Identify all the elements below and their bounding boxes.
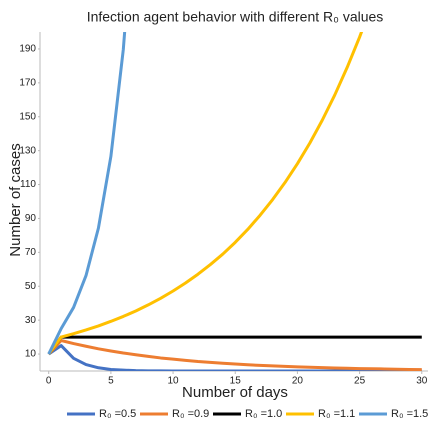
legend: R₀ =0.5 R₀ =0.9 R₀ =1.0 R₀ =1.1 R₀ =1.5 [67, 408, 428, 420]
legend-label: R₀ =1.5 [391, 408, 428, 420]
y-tick-label: 90 [25, 213, 37, 224]
y-tick-label: 170 [19, 77, 36, 88]
series-line [47, 32, 364, 355]
x-tick-label: 5 [108, 376, 114, 387]
legend-label: R₀ =1.0 [245, 408, 282, 420]
x-tick-label: 10 [168, 376, 180, 387]
x-tick-label: 15 [230, 376, 242, 387]
y-axis-label: Number of cases [7, 143, 24, 256]
y-tick-label: 10 [25, 349, 37, 360]
y-tick-label: 190 [19, 44, 36, 55]
series-line [47, 32, 127, 355]
y-tick-label: 130 [19, 145, 36, 156]
y-tick-label: 110 [20, 179, 36, 190]
x-axis-label: Number of days [182, 384, 288, 401]
x-tick-label: 0 [46, 376, 52, 387]
chart-title: Infection agent behavior with different … [87, 9, 384, 25]
legend-label: R₀ =0.5 [99, 408, 136, 420]
legend-label: R₀ =0.9 [172, 408, 209, 420]
y-tick-label: 50 [25, 281, 37, 292]
plot-area [47, 32, 422, 371]
x-tick-label: 20 [292, 376, 304, 387]
series-line [47, 344, 422, 371]
y-tick-label: 70 [25, 247, 37, 258]
series-line [47, 335, 422, 355]
y-tick-label: 150 [19, 111, 36, 122]
y-tick-label: 30 [25, 315, 37, 326]
series-line [47, 338, 422, 371]
legend-label: R₀ =1.1 [318, 408, 355, 420]
x-tick-label: 25 [354, 376, 366, 387]
x-tick-label: 30 [416, 376, 428, 387]
